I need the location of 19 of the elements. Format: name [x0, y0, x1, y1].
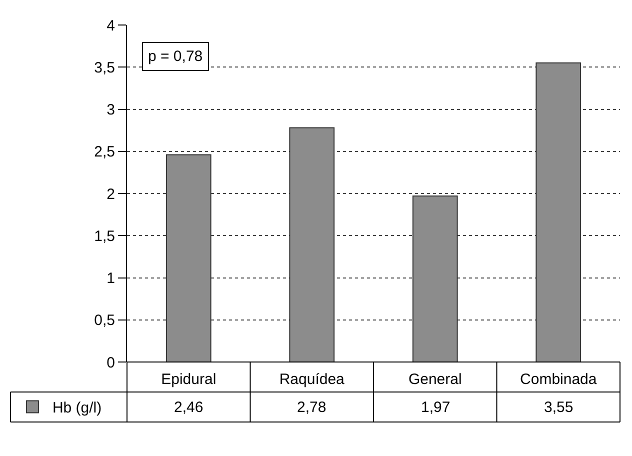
- legend-label: Hb (g/l): [52, 400, 102, 417]
- x-tick-label: Combinada: [520, 371, 598, 388]
- y-tick-label: 4: [106, 17, 115, 34]
- y-tick-label: 2: [106, 186, 115, 203]
- x-tick-label: Raquídea: [279, 371, 346, 388]
- y-tick-label: 0,5: [94, 312, 115, 330]
- y-tick-label: 0: [106, 354, 115, 372]
- x-tick-label: General: [408, 371, 462, 388]
- y-tick-label: 1: [106, 270, 115, 287]
- annotation: p = 0,78: [148, 48, 203, 65]
- y-tick-label: 3: [106, 102, 115, 118]
- y-tick-label: 3,5: [94, 59, 115, 76]
- data-label: 2,46: [174, 399, 204, 416]
- data-label: 1,97: [421, 399, 450, 416]
- data-label: 3,55: [544, 399, 574, 416]
- data-label: 2,78: [297, 399, 326, 416]
- y-tick-label: 2,5: [94, 144, 115, 161]
- x-tick-label: Epidural: [161, 371, 216, 388]
- y-tick-label: 1,5: [94, 228, 115, 245]
